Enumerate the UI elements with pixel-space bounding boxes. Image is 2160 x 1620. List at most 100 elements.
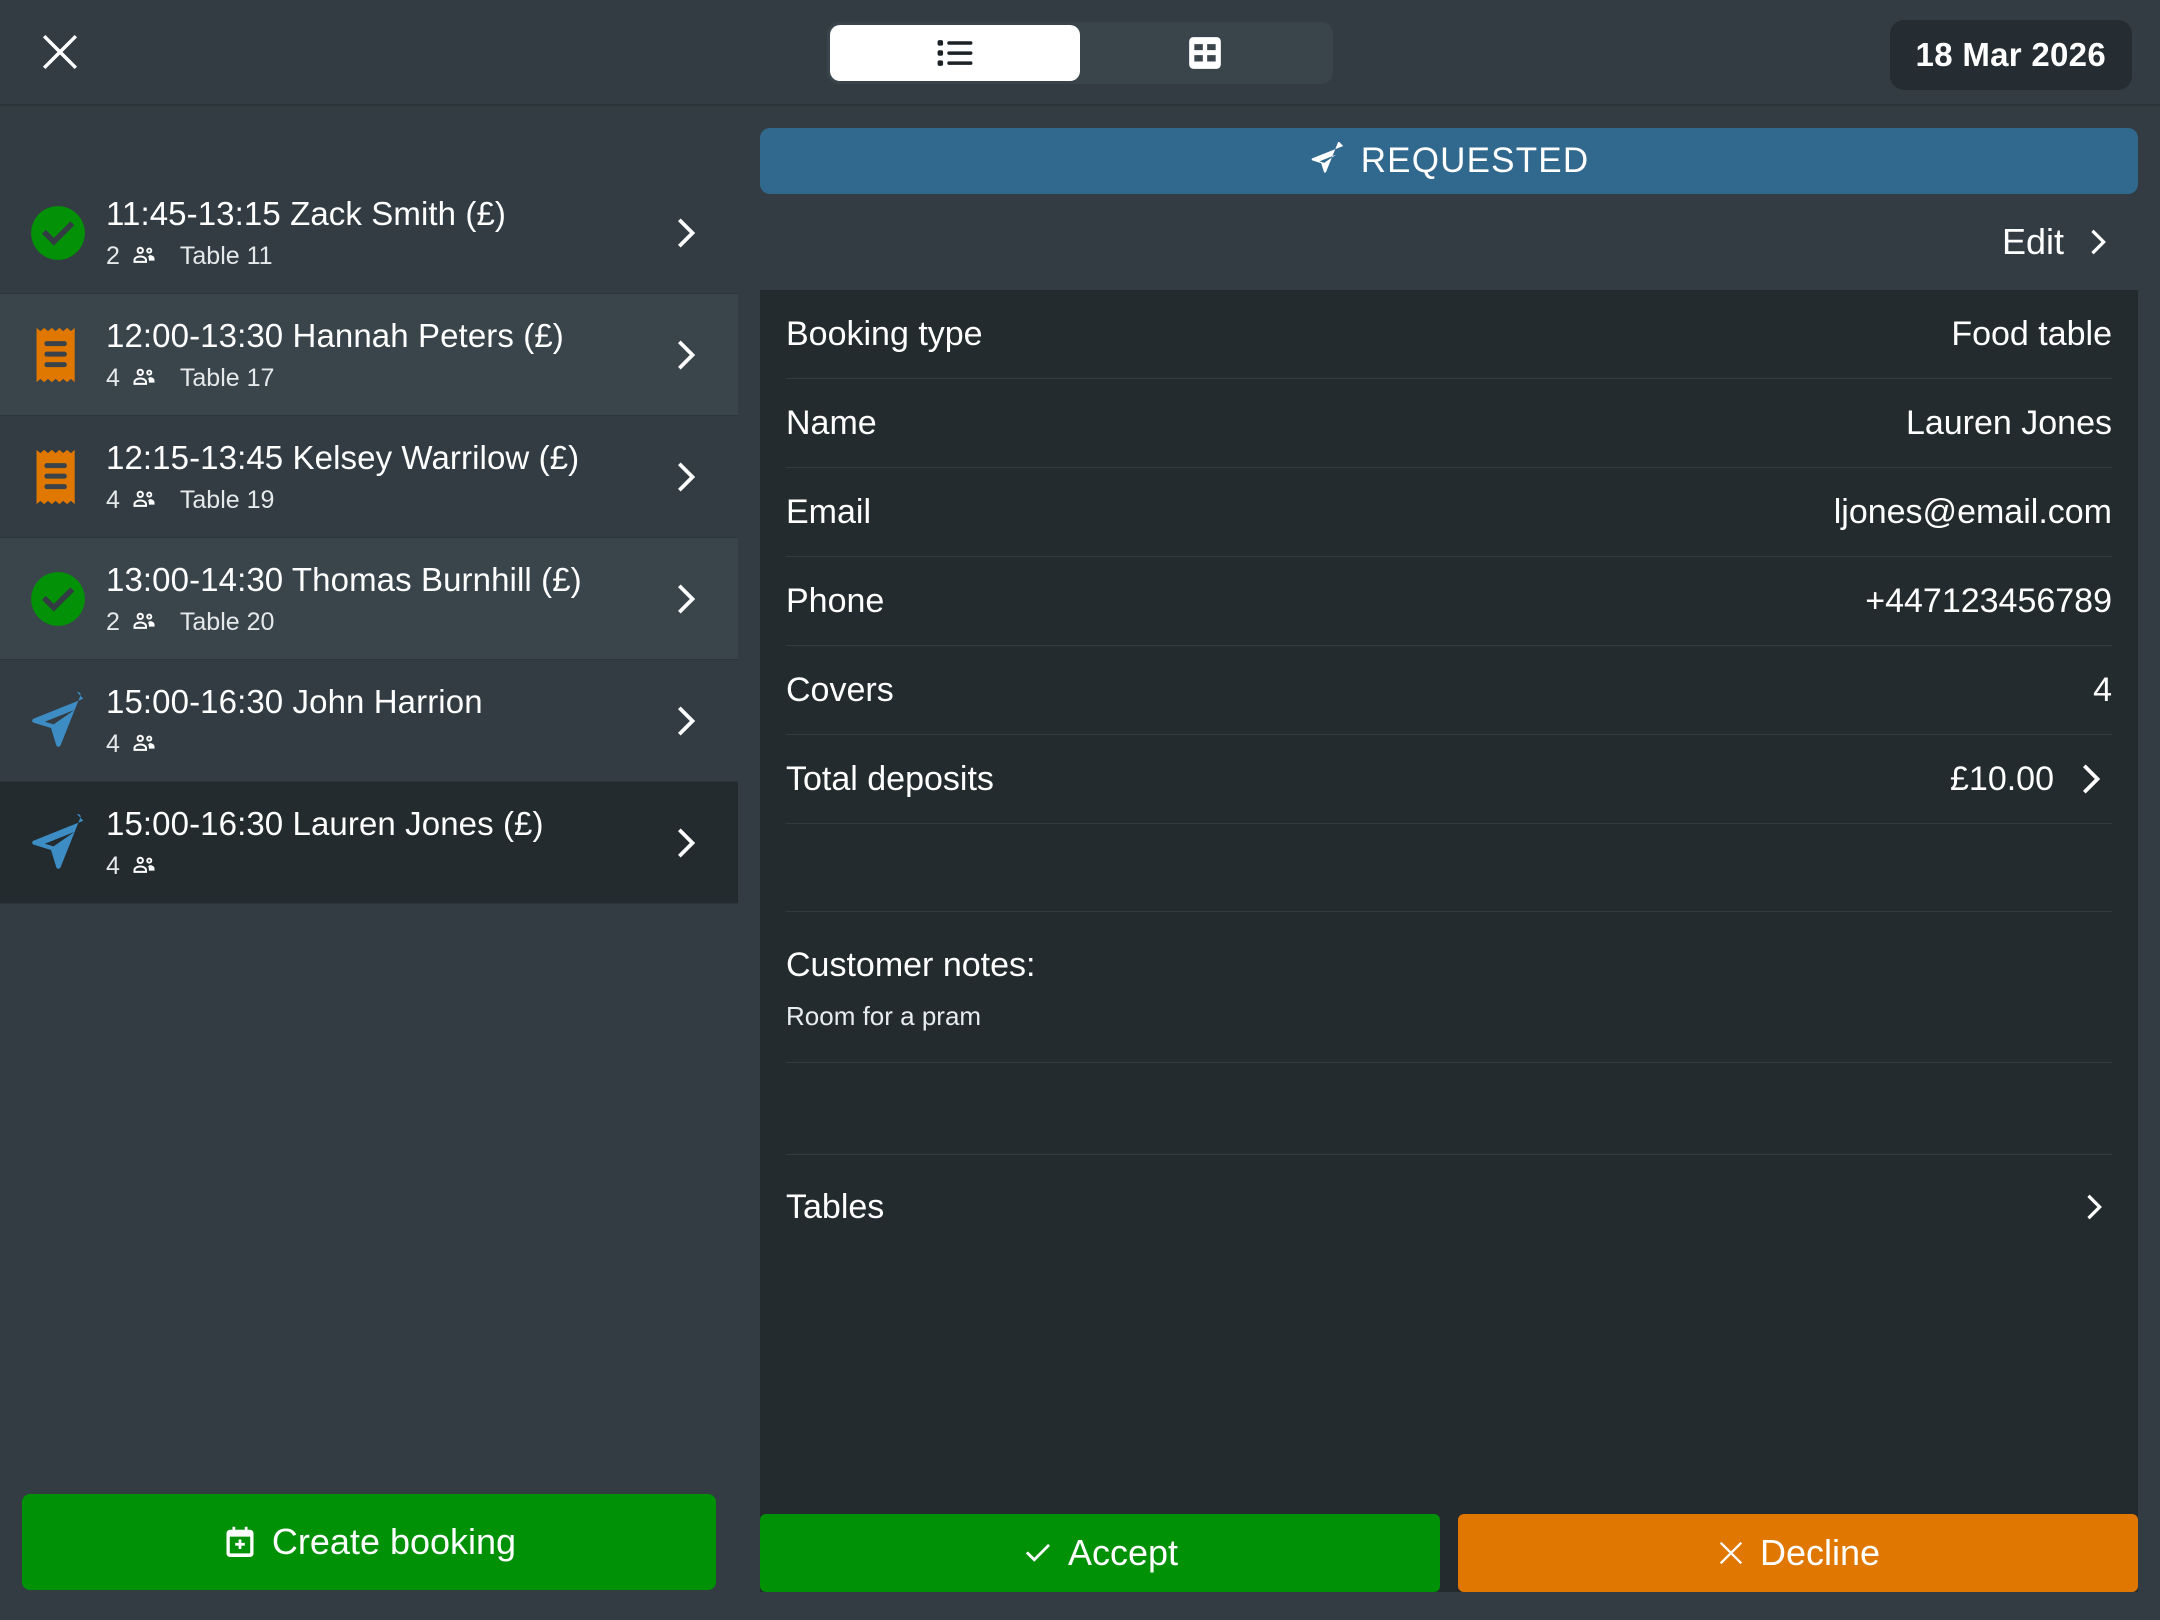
booking-item-title: 13:00-14:30 Thomas Burnhill (£)	[106, 560, 582, 598]
check-icon	[1022, 1537, 1054, 1569]
detail-field-value: 4	[2093, 670, 2112, 709]
detail-field-key: Phone	[786, 581, 885, 620]
people-icon	[129, 729, 159, 759]
customer-notes-text: Room for a pram	[786, 1001, 982, 1031]
people-icon	[129, 485, 159, 515]
booking-item-title: 12:00-13:30 Hannah Peters (£)	[106, 316, 564, 354]
booking-list-item[interactable]: 12:00-13:30 Hannah Peters (£) 4 Table 17	[0, 294, 738, 416]
confirmed-check-icon	[18, 568, 98, 630]
decline-button[interactable]: Decline	[1458, 1514, 2138, 1592]
requested-plane-icon	[18, 812, 98, 874]
x-icon	[1716, 1538, 1746, 1568]
detail-field-row: Covers 4	[786, 646, 2112, 735]
detail-field-value: Food table	[1951, 314, 2112, 353]
detail-fields-list: Booking type Food table Name Lauren Jones Em…	[786, 290, 2112, 824]
detail-field-key: Covers	[786, 670, 894, 709]
top-bar: 18 Mar 2026	[0, 0, 2160, 106]
list-view-icon	[933, 31, 977, 75]
calendar-plus-icon	[222, 1524, 258, 1560]
booking-covers-count: 4	[106, 363, 120, 392]
action-bar: Accept Decline	[760, 1498, 2138, 1592]
customer-notes-title: Customer notes:	[786, 946, 1036, 984]
detail-card: Booking type Food table Name Lauren Jones Em…	[760, 290, 2138, 1592]
booking-table-label: Table 11	[179, 241, 273, 270]
booking-list-item[interactable]: 15:00-16:30 Lauren Jones (£) 4	[0, 782, 738, 904]
close-icon	[37, 29, 83, 75]
accept-label: Accept	[1067, 1532, 1179, 1573]
booking-table-label: Table 20	[179, 607, 275, 636]
close-button[interactable]	[12, 4, 108, 100]
chevron-right-icon[interactable]	[2072, 759, 2112, 799]
booking-covers-count: 4	[106, 729, 120, 758]
tab-list-view[interactable]	[830, 25, 1080, 81]
booking-item-body: 13:00-14:30 Thomas Burnhill (£) 2 Table 20	[98, 544, 658, 653]
booking-item-body: 15:00-16:30 John Harrion 4	[98, 666, 658, 775]
detail-field-key: Email	[786, 492, 872, 531]
booking-item-body: 11:45-13:15 Zack Smith (£) 2 Table 11	[98, 178, 658, 287]
booking-covers-count: 2	[106, 607, 120, 636]
receipt-icon	[18, 324, 98, 386]
booking-item-meta: 2 Table 11	[106, 241, 658, 271]
booking-item-body: 12:00-13:30 Hannah Peters (£) 4 Table 17	[98, 300, 658, 409]
main-body: 11:45-13:15 Zack Smith (£) 2 Table 11 12:00…	[0, 106, 2160, 1620]
tables-label: Tables	[786, 1187, 885, 1226]
date-selector[interactable]: 18 Mar 2026	[1889, 20, 2132, 90]
booking-item-title: 15:00-16:30 Lauren Jones (£)	[106, 804, 544, 842]
people-icon	[129, 851, 159, 881]
chevron-right-icon[interactable]	[658, 457, 716, 497]
booking-item-title: 11:45-13:15 Zack Smith (£)	[106, 194, 507, 232]
chevron-right-icon[interactable]	[658, 213, 716, 253]
booking-table-label: Table 19	[179, 485, 275, 514]
notes-gap-row	[786, 1063, 2112, 1155]
booking-item-meta: 4 Table 19	[106, 485, 658, 515]
people-icon	[129, 607, 159, 637]
tables-row[interactable]: Tables	[786, 1155, 2112, 1259]
people-icon	[129, 241, 159, 271]
tab-grid-view[interactable]	[1080, 25, 1330, 81]
detail-spacer-row	[786, 824, 2112, 912]
booking-item-meta: 4	[106, 851, 658, 881]
detail-field-row: Name Lauren Jones	[786, 379, 2112, 468]
booking-item-title: 12:15-13:45 Kelsey Warrilow (£)	[106, 438, 580, 476]
status-banner: REQUESTED	[760, 128, 2138, 194]
booking-list-item[interactable]: 15:00-16:30 John Harrion 4	[0, 660, 738, 782]
booking-covers-count: 4	[106, 851, 120, 880]
booking-item-meta: 4	[106, 729, 658, 759]
people-icon	[129, 363, 159, 393]
detail-field-row: Email ljones@email.com	[786, 468, 2112, 557]
detail-field-value: Lauren Jones	[1905, 403, 2112, 442]
detail-field-key: Name	[786, 403, 877, 442]
detail-field-row[interactable]: Total deposits £10.00	[786, 735, 2112, 824]
decline-label: Decline	[1759, 1532, 1881, 1573]
detail-field-value-group: £10.00	[1950, 759, 2112, 799]
chevron-right-icon[interactable]	[658, 701, 716, 741]
booking-item-meta: 4 Table 17	[106, 363, 658, 393]
receipt-icon	[18, 446, 98, 508]
chevron-right-icon[interactable]	[658, 579, 716, 619]
booking-list-item[interactable]: 13:00-14:30 Thomas Burnhill (£) 2 Table 20	[0, 538, 738, 660]
confirmed-check-icon	[18, 202, 98, 264]
detail-field-key: Booking type	[786, 314, 983, 353]
detail-field-value: £10.00	[1950, 759, 2054, 798]
edit-booking-button[interactable]: Edit	[760, 194, 2138, 290]
paper-plane-icon	[1309, 142, 1347, 180]
create-booking-label: Create booking	[271, 1521, 517, 1562]
booking-list-item[interactable]: 11:45-13:15 Zack Smith (£) 2 Table 11	[0, 172, 738, 294]
create-booking-container: Create booking	[0, 1474, 738, 1620]
booking-item-meta: 2 Table 20	[106, 607, 658, 637]
booking-list-item[interactable]: 12:15-13:45 Kelsey Warrilow (£) 4 Table 19	[0, 416, 738, 538]
chevron-right-icon[interactable]	[658, 823, 716, 863]
customer-notes-block: Customer notes: Room for a pram	[786, 912, 2112, 1063]
create-booking-button[interactable]: Create booking	[22, 1494, 716, 1590]
requested-plane-icon	[18, 690, 98, 752]
booking-detail-panel: REQUESTED Edit Booking type Food table Nam…	[738, 106, 2160, 1620]
accept-button[interactable]: Accept	[760, 1514, 1440, 1592]
view-toggle[interactable]	[827, 22, 1333, 84]
detail-field-row: Booking type Food table	[786, 290, 2112, 379]
chevron-right-icon[interactable]	[658, 335, 716, 375]
bookings-list: 11:45-13:15 Zack Smith (£) 2 Table 11 12:00…	[0, 106, 738, 1474]
booking-covers-count: 2	[106, 241, 120, 270]
detail-field-row: Phone +447123456789	[786, 557, 2112, 646]
chevron-right-icon	[2078, 1190, 2112, 1224]
